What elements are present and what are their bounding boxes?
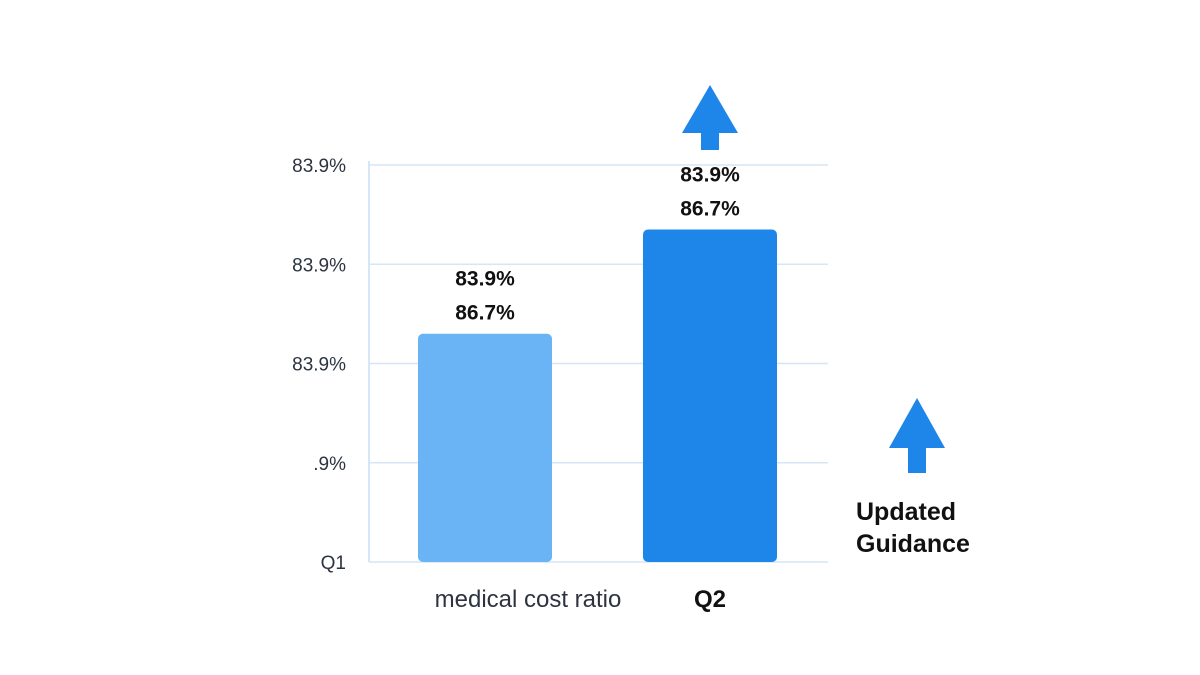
data-label: 83.9% bbox=[680, 164, 740, 187]
annotation-line-2: Guidance bbox=[856, 530, 970, 558]
updated-guidance-annotation: Updated Guidance bbox=[856, 498, 970, 558]
x-tick-label: medical cost ratio bbox=[435, 586, 622, 613]
arrow-up-icon bbox=[889, 398, 945, 473]
bar bbox=[643, 229, 777, 562]
bar bbox=[418, 333, 552, 562]
x-tick-label: Q2 bbox=[694, 586, 726, 613]
y-tick-label: .9% bbox=[313, 454, 346, 475]
y-tick-label: 83.9% bbox=[292, 355, 346, 376]
data-labels: 83.9% 86.7% 83.9% 86.7% bbox=[455, 164, 740, 325]
data-label: 83.9% bbox=[455, 268, 515, 291]
y-axis: Q1 .9% 83.9% 83.9% 83.9% bbox=[292, 156, 346, 574]
y-tick-label: 83.9% bbox=[292, 156, 346, 177]
y-tick-label: 83.9% bbox=[292, 255, 346, 276]
data-label: 86.7% bbox=[455, 302, 515, 325]
y-tick-label: Q1 bbox=[321, 553, 346, 574]
bars bbox=[418, 229, 777, 562]
annotation-line-1: Updated bbox=[856, 498, 956, 526]
arrow-up-icon bbox=[682, 85, 738, 150]
x-axis: medical cost ratio Q2 bbox=[435, 586, 726, 613]
data-label: 86.7% bbox=[680, 198, 740, 221]
